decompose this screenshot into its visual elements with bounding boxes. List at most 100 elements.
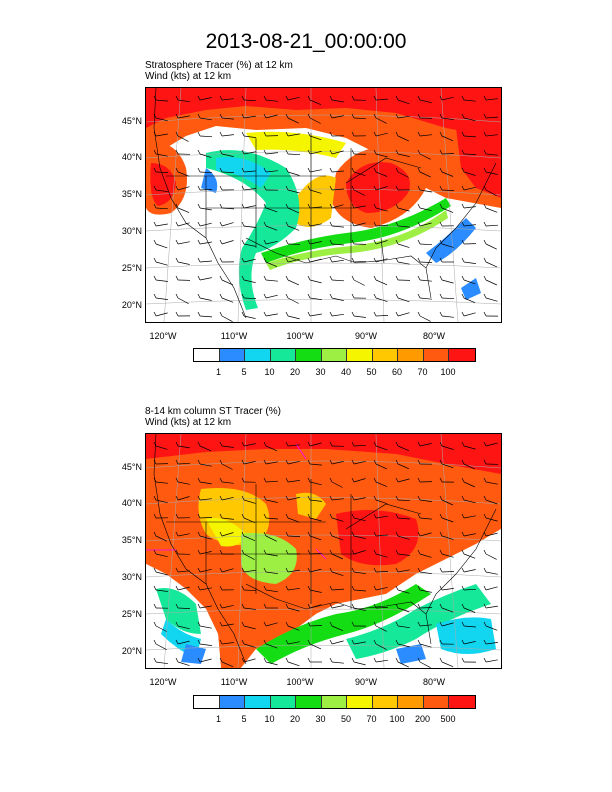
wind-barb (463, 99, 476, 102)
wind-barb (331, 481, 343, 488)
wind-barb-flag (351, 311, 355, 317)
wind-barb (221, 568, 234, 573)
wind-barb-flag (439, 495, 443, 501)
wind-barb (441, 517, 454, 523)
wind-barb-flag (373, 311, 377, 317)
wind-barb (485, 586, 498, 591)
wind-barb (309, 442, 322, 447)
wind-barb-flag (351, 621, 355, 627)
wind-barb-flag (351, 657, 355, 663)
wind-barb-flag (395, 639, 399, 645)
wind-barb (353, 222, 366, 227)
wind-barb-flag (329, 293, 333, 299)
wind-barb (243, 535, 256, 542)
wind-barb-flag (307, 257, 311, 263)
wind-barb (221, 153, 234, 157)
wind-barb (375, 659, 388, 663)
wind-barb-flag (175, 441, 179, 447)
wind-barb-flag (153, 113, 157, 119)
wind-barb (419, 134, 432, 137)
wind-barb (155, 297, 168, 300)
wind-barb (463, 625, 477, 628)
wind-barb-flag (263, 477, 267, 483)
wind-barb (177, 607, 191, 609)
wind-barb (375, 279, 388, 286)
wind-barb-flag (417, 531, 421, 537)
wind-barb-flag (373, 639, 377, 645)
wind-barb-flag (197, 113, 201, 119)
wind-barb-flag (219, 95, 223, 101)
wind-barb (331, 313, 344, 317)
wind-barb-flag (285, 311, 289, 317)
wind-barb (485, 659, 498, 663)
wind-barb-flag (241, 513, 245, 519)
wind-barb (309, 279, 322, 284)
wind-barb (177, 135, 189, 142)
wind-barb-flag (351, 149, 355, 155)
wind-barb (243, 643, 256, 648)
panel-2-lat-label: 20°N (121, 646, 142, 656)
wind-barb (375, 445, 388, 451)
wind-barb (331, 553, 344, 560)
wind-barb-flag (241, 239, 245, 245)
wind-barb-flag (307, 131, 311, 137)
colorbar-swatch (449, 349, 475, 361)
wind-barb (265, 114, 278, 119)
wind-barb-flag (197, 567, 201, 573)
wind-barb-flag (285, 167, 289, 173)
wind-barb (287, 315, 300, 320)
wind-barb-flag (439, 167, 443, 173)
wind-barb-flag (153, 131, 157, 137)
wind-barb (287, 207, 300, 214)
wind-barb (287, 189, 300, 194)
wind-barb (221, 207, 235, 210)
wind-barb (287, 117, 299, 124)
wind-barb (353, 117, 367, 120)
wind-barb (155, 481, 168, 484)
wind-barb (441, 189, 455, 191)
wind-barb-flag (417, 639, 421, 645)
wind-barb-flag (175, 585, 179, 591)
wind-barb (375, 224, 389, 227)
wind-barb (287, 297, 299, 304)
wind-barb-flag (461, 131, 465, 137)
wind-barb-flag (307, 567, 311, 573)
wind-barb-flag (417, 257, 421, 263)
wind-barb (397, 499, 411, 502)
wind-barb (419, 153, 431, 160)
wind-barb-flag (483, 293, 487, 299)
wind-barb (199, 297, 212, 301)
wind-barb (419, 553, 432, 558)
wind-barb-flag (175, 149, 179, 155)
wind-barb-flag (483, 495, 487, 501)
wind-barb-flag (329, 203, 333, 209)
wind-barb-flag (285, 603, 289, 609)
wind-barb (265, 661, 278, 666)
wind-barb (155, 171, 169, 173)
wind-barb (397, 115, 410, 119)
wind-barb-flag (285, 95, 289, 101)
wind-barb-flag (153, 513, 157, 519)
wind-barb-flag (417, 441, 421, 447)
wind-barb (353, 535, 366, 539)
wind-barb (243, 205, 256, 209)
wind-barb (419, 517, 432, 520)
wind-barb-flag (307, 221, 311, 227)
wind-barb (485, 116, 499, 119)
wind-barb-flag (351, 603, 355, 609)
wind-barb (177, 462, 191, 465)
wind-barb-flag (329, 495, 333, 501)
wind-barb (265, 225, 278, 231)
wind-barb-flag (307, 95, 311, 101)
wind-barb-flag (197, 311, 201, 317)
wind-barb (309, 135, 322, 141)
wind-barb-flag (285, 513, 289, 519)
wind-barb (221, 517, 234, 520)
wind-barb-flag (197, 149, 201, 155)
wind-barb-flag (439, 95, 443, 101)
wind-barb (221, 661, 234, 668)
wind-barb-flag (439, 531, 443, 537)
wind-barb-flag (285, 275, 289, 281)
wind-barb (463, 171, 476, 176)
wind-barb-flag (241, 293, 245, 299)
